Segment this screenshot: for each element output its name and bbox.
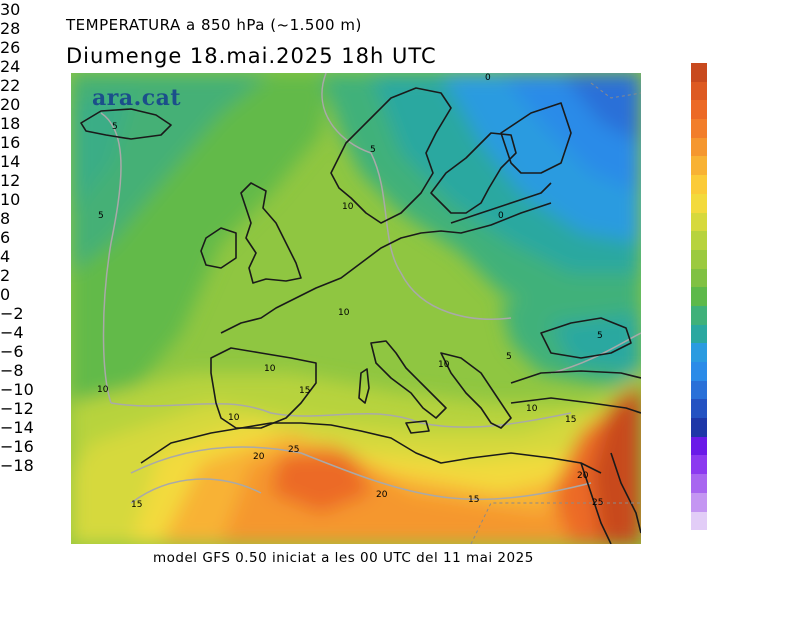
legend-swatch bbox=[691, 511, 707, 531]
legend-label: 6 bbox=[0, 228, 11, 247]
contour-label: 5 bbox=[597, 331, 603, 341]
legend-label: 16 bbox=[0, 133, 21, 152]
legend-swatch bbox=[691, 305, 707, 325]
contour-label: 5 bbox=[370, 145, 376, 155]
contour-label: 20 bbox=[376, 490, 388, 500]
legend-label: −10 bbox=[0, 380, 34, 399]
contour-label: 5 bbox=[506, 352, 512, 362]
contour-label: 10 bbox=[97, 385, 109, 395]
legend-label: −8 bbox=[0, 361, 24, 380]
legend-swatch bbox=[691, 492, 707, 512]
legend-label: 8 bbox=[0, 209, 11, 228]
contour-label: 15 bbox=[468, 495, 479, 505]
color-legend bbox=[691, 63, 707, 531]
contour-label: 0 bbox=[498, 211, 504, 221]
legend-label: 2 bbox=[0, 266, 11, 285]
legend-label: −18 bbox=[0, 456, 34, 475]
contour-label: 20 bbox=[253, 452, 265, 462]
legend-swatch bbox=[691, 137, 707, 157]
legend-label: 4 bbox=[0, 247, 11, 266]
legend-label: −14 bbox=[0, 418, 34, 437]
legend-swatch bbox=[691, 81, 707, 101]
legend-swatch bbox=[691, 287, 707, 306]
legend-swatch bbox=[691, 156, 707, 176]
legend-label: 28 bbox=[0, 19, 21, 38]
legend-label: 24 bbox=[0, 57, 21, 76]
legend-swatch bbox=[691, 212, 707, 232]
legend-swatch bbox=[691, 100, 707, 120]
legend-swatch bbox=[691, 119, 707, 138]
legend-swatch bbox=[691, 63, 707, 82]
legend-label: 18 bbox=[0, 114, 21, 133]
legend-label: 30 bbox=[0, 0, 21, 19]
legend-swatch bbox=[691, 324, 707, 344]
contour-label: 10 bbox=[526, 404, 538, 414]
contour-label: 15 bbox=[565, 415, 576, 425]
legend-label: −16 bbox=[0, 437, 34, 456]
legend-swatch bbox=[691, 455, 707, 475]
contour-label: 0 bbox=[485, 73, 491, 83]
legend-swatch bbox=[691, 474, 707, 493]
chart-title: TEMPERATURA a 850 hPa (~1.500 m) bbox=[66, 16, 362, 34]
legend-label: −4 bbox=[0, 323, 24, 342]
legend-label: −12 bbox=[0, 399, 34, 418]
contour-label: 15 bbox=[299, 386, 310, 396]
legend-label: 10 bbox=[0, 190, 21, 209]
legend-label: 14 bbox=[0, 152, 21, 171]
contour-label: 10 bbox=[264, 364, 276, 374]
contour-label: 10 bbox=[338, 308, 350, 318]
legend-swatch bbox=[691, 436, 707, 456]
legend-swatch bbox=[691, 231, 707, 250]
contour-label: 10 bbox=[228, 413, 240, 423]
contour-label: 25 bbox=[288, 445, 299, 455]
contour-label: 15 bbox=[131, 500, 142, 510]
legend-label: −2 bbox=[0, 304, 24, 323]
contour-label: 5 bbox=[98, 211, 104, 221]
contour-label: 20 bbox=[577, 471, 589, 481]
legend-swatch bbox=[691, 268, 707, 288]
contour-label: 10 bbox=[342, 202, 354, 212]
legend-swatch bbox=[691, 249, 707, 269]
legend-swatch bbox=[691, 362, 707, 381]
contour-label: 10 bbox=[438, 360, 450, 370]
legend-swatch bbox=[691, 193, 707, 213]
logo: ara.cat bbox=[92, 85, 182, 111]
legend-swatch bbox=[691, 343, 707, 362]
legend-label: 20 bbox=[0, 95, 21, 114]
legend-swatch bbox=[691, 175, 707, 194]
legend-label: −6 bbox=[0, 342, 24, 361]
legend-swatch bbox=[691, 380, 707, 400]
model-info: model GFS 0.50 iniciat a les 00 UTC del … bbox=[153, 550, 534, 566]
contour-label: 25 bbox=[592, 498, 603, 508]
legend-label: 22 bbox=[0, 76, 21, 95]
legend-swatch bbox=[691, 399, 707, 419]
legend-label: 12 bbox=[0, 171, 21, 190]
legend-label: 0 bbox=[0, 285, 11, 304]
legend-swatch bbox=[691, 418, 707, 437]
chart-date: Diumenge 18.mai.2025 18h UTC bbox=[66, 44, 437, 68]
temperature-map: 0 5 5 10 5 0 10 10 10 5 5 10 15 10 10 15… bbox=[71, 73, 641, 544]
contour-label: 5 bbox=[112, 122, 118, 132]
legend-label: 26 bbox=[0, 38, 21, 57]
